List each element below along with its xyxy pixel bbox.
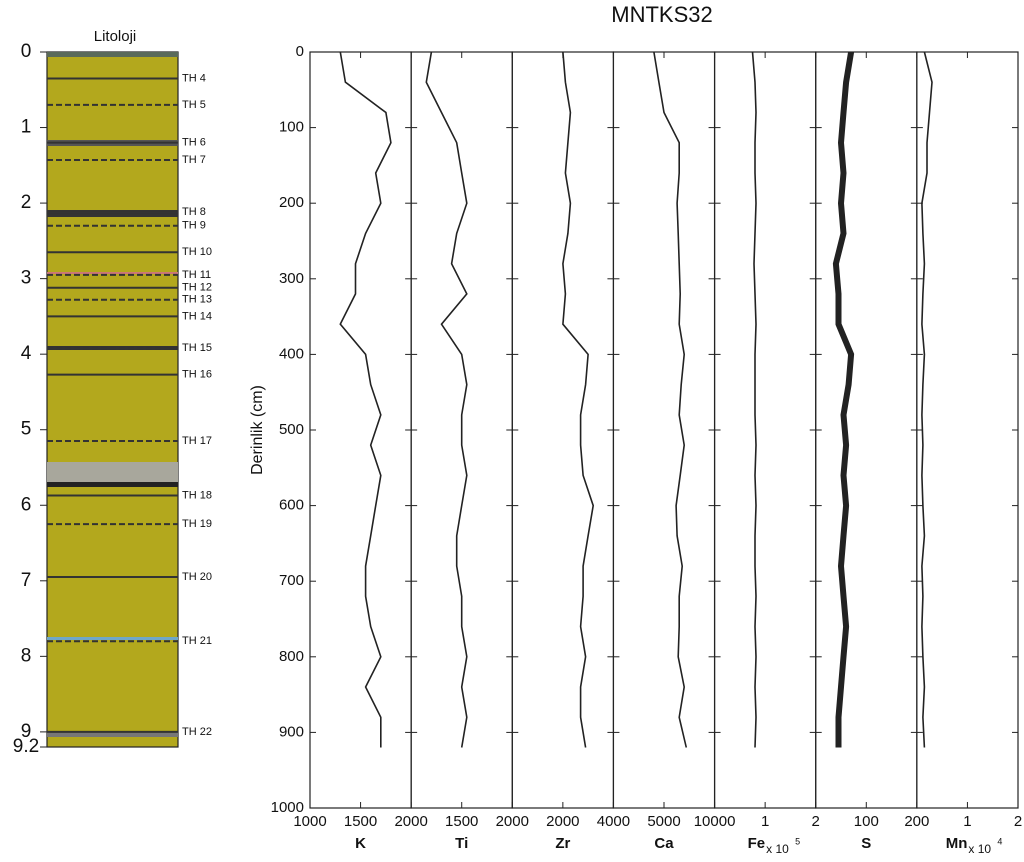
unit-label: TH 13 [182, 294, 212, 306]
series-multiplier: x 10 [766, 842, 789, 856]
profile-line [425, 51, 468, 748]
profile-line [751, 51, 757, 748]
depth-tick-label: 8 [21, 645, 32, 666]
panel-frame [713, 51, 817, 809]
profile-line [562, 51, 595, 748]
series-name: S [861, 835, 871, 852]
depth-tick-label: 9.2 [13, 736, 39, 757]
x-tick-label: 1500 [445, 813, 478, 830]
y-axis-label: Derinlik (cm) [249, 385, 266, 475]
unit-label: TH 18 [182, 489, 212, 501]
panel-frame [612, 51, 716, 809]
unit-label: TH 16 [182, 368, 212, 380]
profile-line [832, 51, 855, 748]
depth-tick-label: 0 [21, 41, 32, 62]
depth-tick-label: 4 [21, 343, 32, 364]
profile-line [339, 51, 392, 748]
x-tick-label: 1 [963, 813, 971, 830]
y-tick-label: 500 [279, 421, 304, 438]
unit-label: TH 4 [182, 72, 206, 84]
unit-label: TH 17 [182, 435, 212, 447]
panel-frame [815, 51, 918, 809]
unit-label: TH 8 [182, 206, 206, 218]
depth-tick-label: 1 [21, 117, 32, 138]
depth-tick-label: 3 [21, 268, 32, 289]
unit-label: TH 14 [182, 310, 212, 322]
panel-frame [511, 51, 615, 809]
y-tick-label: 300 [279, 270, 304, 287]
unit-label: TH 5 [182, 99, 206, 111]
lithology-decor [46, 51, 179, 748]
series-multiplier: x 10 [968, 842, 991, 856]
y-tick-label: 0 [296, 43, 304, 60]
chart-title: MNTKS32 [611, 2, 712, 27]
series-name: Zr [555, 835, 570, 852]
unit-label: TH 12 [182, 282, 212, 294]
x-tick-label: 2 [1014, 813, 1022, 830]
series-name: K [355, 835, 366, 852]
x-tick-label: 5000 [647, 813, 680, 830]
x-tick-label: 200 [904, 813, 929, 830]
x-tick-label: 2000 [546, 813, 579, 830]
series-multiplier-exp: 5 [795, 836, 800, 846]
unit-label: TH 21 [182, 635, 212, 647]
x-tick-label: 1500 [344, 813, 377, 830]
profile-line [653, 51, 688, 748]
x-tick-label: 2 [812, 813, 820, 830]
lithology-title: Litoloji [94, 28, 137, 45]
series-multiplier-exp: 4 [997, 836, 1002, 846]
x-tick-label: 1000 [293, 813, 326, 830]
unit-label: TH 20 [182, 571, 212, 583]
unit-label: TH 11 [182, 269, 211, 281]
unit-label: TH 15 [182, 342, 212, 354]
unit-label: TH 7 [182, 154, 206, 166]
x-tick-label: 10000 [694, 813, 736, 830]
y-tick-label: 200 [279, 194, 304, 211]
panel-frame [916, 51, 1019, 809]
y-tick-label: 100 [279, 119, 304, 136]
unit-label: TH 6 [182, 137, 206, 149]
y-tick-label: 800 [279, 648, 304, 665]
x-tick-label: 100 [854, 813, 879, 830]
series-name: Ti [455, 835, 468, 852]
unit-label: TH 22 [182, 726, 212, 738]
x-tick-label: 1 [761, 813, 769, 830]
x-tick-label: 2000 [394, 813, 427, 830]
panel-frame [309, 51, 412, 809]
series-name: Fe [748, 835, 766, 852]
y-tick-label: 400 [279, 345, 304, 362]
unit-label: TH 9 [182, 220, 206, 232]
depth-tick-label: 2 [21, 192, 32, 213]
series-name: Mn [946, 835, 968, 852]
y-tick-label: 700 [279, 572, 304, 589]
y-tick-label: 900 [279, 723, 304, 740]
depth-tick-label: 7 [21, 570, 32, 591]
unit-label: TH 19 [182, 518, 212, 530]
x-tick-label: 4000 [597, 813, 630, 830]
y-tick-label: 1000 [271, 799, 304, 816]
depth-tick-label: 9 [21, 721, 32, 742]
series-name: Ca [654, 835, 674, 852]
y-tick-label: 600 [279, 497, 304, 514]
depth-tick-label: 6 [21, 494, 32, 515]
unit-label: TH 10 [182, 246, 212, 258]
profile-line [921, 51, 933, 748]
x-tick-label: 2000 [496, 813, 529, 830]
depth-tick-label: 5 [21, 419, 32, 440]
